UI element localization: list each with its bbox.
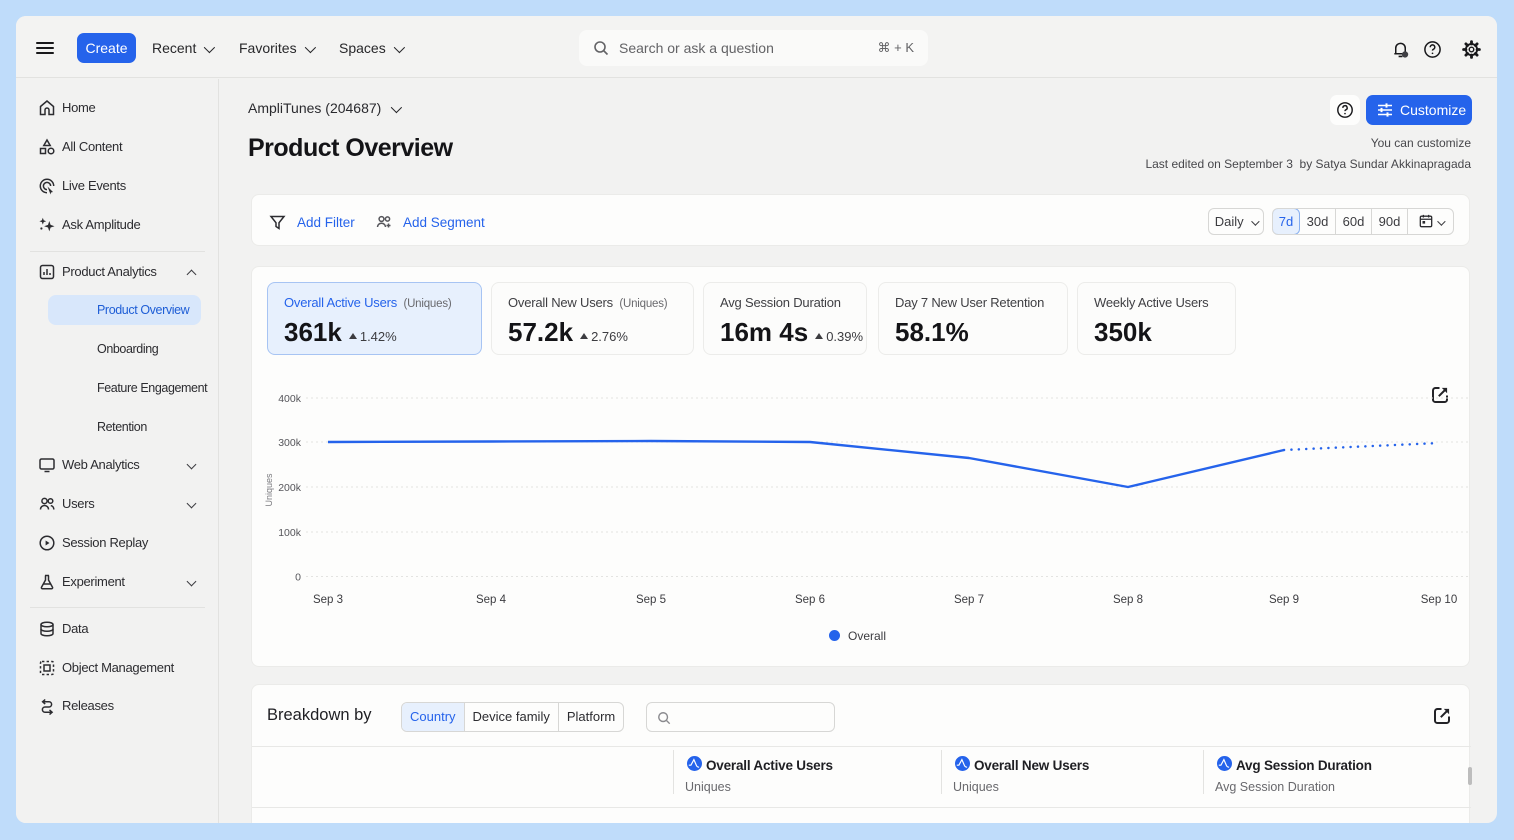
svg-text:Sep 4: Sep 4: [476, 594, 507, 606]
svg-text:Sep 8: Sep 8: [1113, 594, 1143, 606]
svg-text:300k: 300k: [278, 437, 302, 449]
svg-text:400k: 400k: [278, 393, 302, 405]
svg-text:Sep 9: Sep 9: [1269, 594, 1299, 606]
svg-text:Sep 5: Sep 5: [636, 594, 666, 606]
svg-text:Sep 7: Sep 7: [954, 594, 984, 606]
svg-text:200k: 200k: [278, 482, 302, 494]
svg-text:Sep 10: Sep 10: [1421, 594, 1457, 606]
svg-text:0: 0: [295, 572, 301, 584]
svg-text:100k: 100k: [278, 527, 302, 539]
svg-text:Sep 6: Sep 6: [795, 594, 825, 606]
svg-text:Sep 3: Sep 3: [313, 594, 343, 606]
svg-text:Uniques: Uniques: [264, 473, 274, 507]
